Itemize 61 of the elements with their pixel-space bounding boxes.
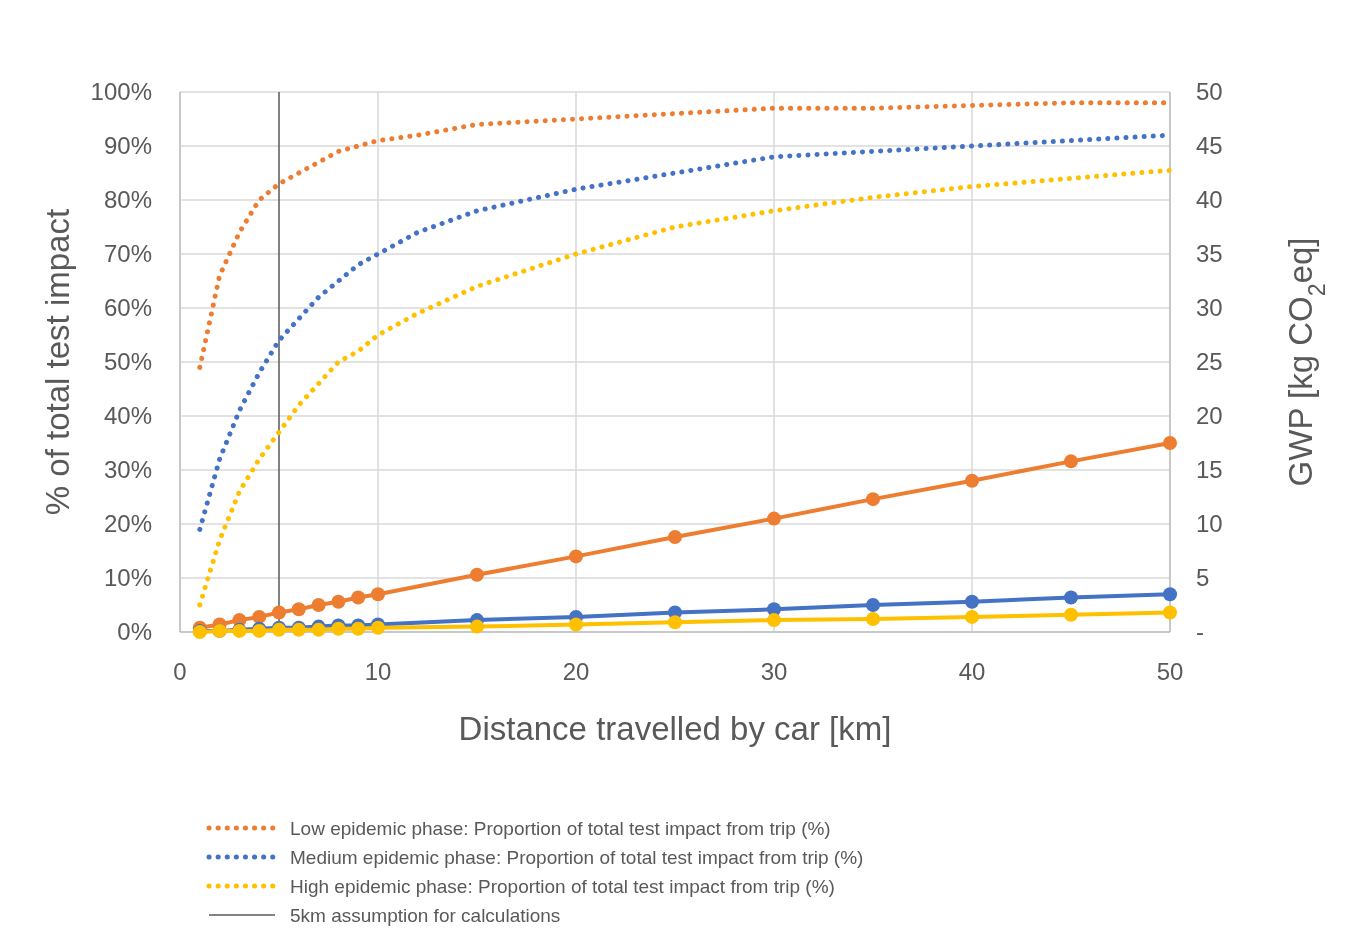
y2-tick-label: - bbox=[1196, 618, 1204, 646]
y-tick-label: 20% bbox=[103, 510, 152, 538]
point bbox=[965, 609, 979, 624]
point bbox=[767, 511, 781, 526]
y2-tick-label: 30 bbox=[1196, 294, 1223, 322]
y-tick-label: 10% bbox=[103, 564, 152, 592]
point bbox=[668, 529, 682, 544]
point bbox=[965, 594, 979, 609]
y2-tick-label: 50 bbox=[1196, 78, 1223, 106]
y2-tick-label: 40 bbox=[1196, 186, 1223, 214]
y-tick-label: 60% bbox=[103, 294, 152, 322]
point bbox=[470, 567, 484, 582]
x-tick-label: 30 bbox=[760, 658, 788, 686]
y-tick-label: 80% bbox=[103, 186, 152, 214]
point bbox=[272, 605, 286, 620]
x-tick-label: 0 bbox=[173, 658, 187, 686]
legend-label: 5km assumption for calculations bbox=[290, 904, 561, 926]
y-tick-label: 100% bbox=[90, 78, 152, 106]
x-tick-label: 10 bbox=[364, 658, 392, 686]
point bbox=[866, 492, 880, 507]
y-axis-title: % of total test impact bbox=[38, 208, 76, 516]
point bbox=[331, 594, 346, 609]
point bbox=[668, 615, 682, 630]
x-tick-label: 20 bbox=[562, 658, 590, 686]
point bbox=[351, 590, 366, 605]
point bbox=[1163, 605, 1177, 620]
point bbox=[866, 598, 880, 612]
x-tick-label: 40 bbox=[958, 658, 986, 686]
point bbox=[1064, 454, 1078, 469]
legend-label: High epidemic phase: Proportion of total test impact from trip (%) bbox=[290, 875, 835, 897]
point bbox=[1064, 607, 1078, 622]
y2-tick-label: 10 bbox=[1196, 510, 1223, 538]
point bbox=[311, 598, 326, 612]
point bbox=[767, 613, 781, 628]
point bbox=[965, 473, 979, 488]
legend-label: Medium epidemic phase: Proportion of total test impact from trip (%) bbox=[290, 846, 864, 868]
y-tick-label: 70% bbox=[103, 240, 152, 268]
y2-tick-label: 35 bbox=[1196, 240, 1223, 268]
point bbox=[1163, 436, 1177, 450]
x-tick-label: 50 bbox=[1156, 658, 1184, 686]
y2-tick-label: 45 bbox=[1196, 132, 1223, 160]
y2-tick-label: 15 bbox=[1196, 456, 1223, 484]
legend-label: Low epidemic phase: Proportion of total test impact from trip (%) bbox=[290, 817, 831, 839]
point bbox=[569, 617, 583, 632]
y2-tick-label: 25 bbox=[1196, 348, 1223, 376]
y2-tick-label: 20 bbox=[1196, 402, 1223, 430]
x-axis-title: Distance travelled by car [km] bbox=[458, 709, 892, 747]
point bbox=[1163, 587, 1177, 602]
point bbox=[569, 549, 583, 564]
point bbox=[866, 612, 880, 627]
point bbox=[291, 602, 306, 617]
point bbox=[1064, 590, 1078, 605]
y2-tick-label: 5 bbox=[1196, 564, 1210, 592]
y-tick-label: 50% bbox=[103, 348, 152, 376]
y-tick-label: 90% bbox=[103, 132, 152, 160]
point bbox=[252, 609, 267, 624]
y-tick-label: 40% bbox=[103, 402, 152, 430]
y-tick-label: 0% bbox=[117, 618, 152, 646]
y-tick-label: 30% bbox=[103, 456, 152, 484]
point bbox=[371, 587, 385, 602]
point bbox=[470, 619, 484, 634]
